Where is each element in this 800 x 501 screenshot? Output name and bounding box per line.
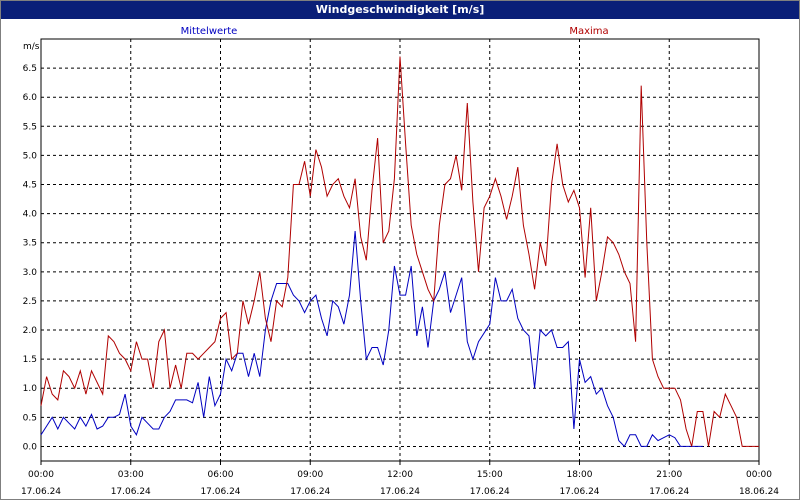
x-tick-time: 03:00 xyxy=(118,470,144,480)
x-tick-date: 17.06.24 xyxy=(290,487,330,497)
legend-maxima: Maxima xyxy=(569,26,608,37)
y-tick-label: 6.0 xyxy=(23,93,38,103)
x-tick-date: 17.06.24 xyxy=(559,487,599,497)
legend-mittelwerte: Mittelwerte xyxy=(181,26,238,37)
x-tick-date: 17.06.24 xyxy=(21,487,61,497)
y-tick-label: 4.5 xyxy=(23,181,37,191)
x-tick-time: 12:00 xyxy=(387,470,413,480)
x-tick-time: 21:00 xyxy=(656,470,682,480)
x-tick-time: 06:00 xyxy=(208,470,234,480)
y-tick-label: 6.5 xyxy=(23,64,37,74)
x-tick-date: 17.06.24 xyxy=(200,487,240,497)
x-tick-date: 17.06.24 xyxy=(380,487,420,497)
y-tick-label: 2.5 xyxy=(23,297,37,307)
y-tick-label: 4.0 xyxy=(23,210,38,220)
y-tick-label: 3.5 xyxy=(23,239,37,249)
x-tick-date: 18.06.24 xyxy=(739,487,779,497)
x-tick-time: 15:00 xyxy=(477,470,503,480)
series-line-maxima xyxy=(40,56,759,447)
x-tick-time: 18:00 xyxy=(567,470,593,480)
x-tick-time: 00:00 xyxy=(746,470,772,480)
x-tick-date: 17.06.24 xyxy=(649,487,689,497)
x-tick-date: 17.06.24 xyxy=(111,487,151,497)
y-tick-label: 2.0 xyxy=(23,326,38,336)
y-tick-label: 5.0 xyxy=(23,151,38,161)
x-tick-date: 17.06.24 xyxy=(470,487,510,497)
y-tick-label: 5.5 xyxy=(23,122,37,132)
x-tick-time: 09:00 xyxy=(297,470,323,480)
series-line-mittelwerte xyxy=(40,231,703,448)
y-tick-label: 3.0 xyxy=(23,268,38,278)
y-axis-unit: m/s xyxy=(23,42,40,52)
y-tick-label: 0.0 xyxy=(23,442,38,452)
y-tick-label: 1.5 xyxy=(23,355,37,365)
y-tick-label: 1.0 xyxy=(23,384,38,394)
y-tick-label: 0.5 xyxy=(23,413,37,423)
window-title: Windgeschwindigkeit [m/s] xyxy=(1,1,799,19)
x-tick-time: 00:00 xyxy=(28,470,54,480)
plot-frame xyxy=(40,38,760,462)
